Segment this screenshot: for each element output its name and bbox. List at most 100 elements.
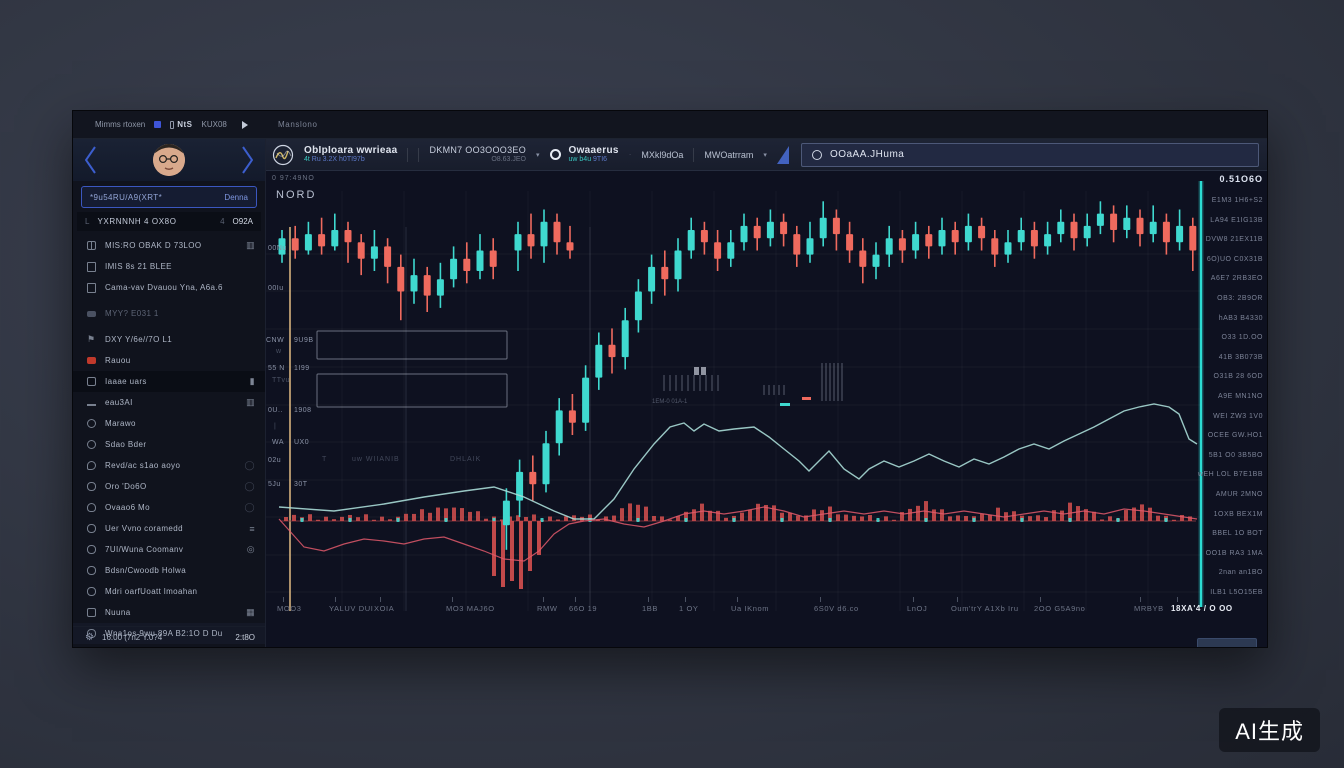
sidebar-item[interactable]: MIS:RO OBAK D 73LOO ▥ xyxy=(73,235,265,256)
asset-row[interactable]: L YXRNNNH 4 OX8O 4 O92A xyxy=(77,212,261,231)
sidebar-item[interactable]: Bdsn/Cwoodb Holwa xyxy=(73,560,265,581)
chevron-down-icon[interactable]: ▾ xyxy=(763,151,767,159)
chart-faint-legend: uw WIIANIB xyxy=(352,456,400,463)
search-input[interactable]: *9u54RU/A9(XRT* xyxy=(90,192,163,202)
x-axis-label: XOIA xyxy=(374,604,395,613)
chart-area[interactable]: 1EM-0 01A-1 0 97:49NO NORD 0.51O6O E1M3 … xyxy=(266,171,1267,647)
sidebar-search[interactable]: *9u54RU/A9(XRT* Denna xyxy=(81,186,257,208)
left-axis-label: 00Nu xyxy=(268,245,287,252)
app-name: Mimms rtoxen xyxy=(95,120,146,129)
price-axis-row: OCEE GW.HO1 xyxy=(1207,432,1263,440)
window-header: Mimms rtoxen NtS KUX08 Manslono xyxy=(73,111,1267,139)
sidebar-item[interactable]: MYY? E031 1 xyxy=(73,303,265,324)
sidebar-item[interactable]: eau3AI ▥ xyxy=(73,392,265,413)
menu-item-markets[interactable]: MXkl9dOa xyxy=(641,149,684,160)
user-profile-row[interactable] xyxy=(73,139,265,181)
avatar[interactable] xyxy=(153,144,185,176)
nts-indicator: NtS xyxy=(170,120,192,129)
overview-title: Owaaerus xyxy=(568,144,619,156)
sidebar-item-label: eau3AI xyxy=(105,398,133,407)
price-chart[interactable]: 1EM-0 01A-1 xyxy=(266,171,1206,623)
sidebar-item[interactable]: Ovaao6 Mo ◯ xyxy=(73,497,265,518)
sidebar-menu: MIS:RO OBAK D 73LOO ▥ IMIS 8s 21 BLEE Cama-… xyxy=(73,231,265,644)
x-axis-tick xyxy=(957,597,958,602)
left-axis-label: UX0 xyxy=(294,439,310,446)
sidebar-item-label: Rauou xyxy=(105,356,131,365)
sidebar-item-label: Wna1os 9wu 89A B2:1O D Du xyxy=(105,629,223,638)
candles-layer xyxy=(278,201,1197,550)
sidebar-item[interactable]: Cama-vav Dvauou Yna, A6a.6 xyxy=(73,277,265,298)
price-axis[interactable]: 0.51O6O E1M3 1H6+S2 LA94 E1IG13B DVW8 21EX… xyxy=(1198,171,1267,647)
search-action-button[interactable]: Denna xyxy=(224,192,248,202)
window-header-left: Mimms rtoxen NtS KUX08 xyxy=(73,120,266,129)
macd-histogram-layer xyxy=(280,501,1196,589)
menu-item-watchlist[interactable]: MWOatrram xyxy=(704,149,754,160)
sidebar: *9u54RU/A9(XRT* Denna L YXRNNNH 4 OX8O 4… xyxy=(73,139,266,647)
price-axis-row: 41B 3B073B xyxy=(1218,353,1263,361)
person-icon xyxy=(87,503,96,512)
x-axis-label: MO3 MAJ6O xyxy=(446,604,495,613)
teal-indicator-line xyxy=(278,403,1198,520)
left-axis-label: 30T xyxy=(294,481,308,488)
sidebar-item[interactable]: 7UI/Wuna Coomanv ◎ xyxy=(73,539,265,560)
kux-label: KUX08 xyxy=(201,120,227,129)
flag-icon[interactable] xyxy=(241,120,248,129)
chart-symbol-title: NORD xyxy=(276,189,317,201)
x-axis-label: Ua IKnom xyxy=(731,604,770,613)
sidebar-item[interactable]: Rauou xyxy=(73,350,265,371)
price-axis-row: ILB1 L5O15EB xyxy=(1210,589,1263,596)
x-axis-label: 18XA'4 / O OO xyxy=(1171,604,1233,613)
account-title: DKMN7 OO3OOO3EO xyxy=(429,145,526,156)
overview-segment[interactable]: Owaaerus uw b4u 9TI6 xyxy=(549,144,619,165)
sidebar-item[interactable]: Revd/ac s1ao aoyo ◯ xyxy=(73,455,265,476)
toolbar-divider xyxy=(407,147,409,162)
sidebar-item[interactable]: Sdao Bder xyxy=(73,434,265,455)
left-axis-label: 0U.. xyxy=(268,407,283,414)
sidebar-footer[interactable]: 16:00 (7n2 Y.0?4 2:t8O xyxy=(73,626,265,647)
left-axis-label: TTvu xyxy=(272,377,290,384)
doc-icon xyxy=(87,282,96,293)
x-axis-tick xyxy=(1177,597,1178,602)
price-axis-row: 6O)UO C0X31B xyxy=(1206,255,1263,263)
app-badge-icon xyxy=(154,121,162,128)
instrument-segment[interactable]: ObIpIoara wwrieaa 4t Ru 3.2X h0TI97b xyxy=(304,145,397,165)
x-axis-label: MOO3 xyxy=(277,604,302,613)
sidebar-item[interactable]: Uer Vvno coramedd ≡ xyxy=(73,518,265,539)
x-axis-tick xyxy=(648,597,649,602)
main-panel: ObIpIoara wwrieaa 4t Ru 3.2X h0TI97b DKM… xyxy=(266,139,1267,647)
circle-o-icon: ◎ xyxy=(246,544,255,554)
symbol-search-field[interactable]: OOaAA.JHuma xyxy=(800,142,1259,167)
sidebar-item[interactable]: Iaaae uars ▮ xyxy=(73,371,265,392)
x-axis-tick xyxy=(737,597,738,602)
mini-panel-button[interactable] xyxy=(1197,638,1257,647)
x-axis-tick xyxy=(685,597,686,602)
account-segment[interactable]: DKMN7 OO3OOO3EO O8.63.JEO xyxy=(429,145,526,163)
dash-icon xyxy=(87,403,96,406)
watermark: AI生成 xyxy=(1219,708,1320,752)
chevron-down-icon[interactable]: ▾ xyxy=(536,151,540,159)
x-axis-label: Oum'trY A1Xb Iru xyxy=(951,604,1019,613)
sidebar-item-label: Revd/ac s1ao aoyo xyxy=(105,461,181,470)
symbol-search-value[interactable]: OOaAA.JHuma xyxy=(829,149,905,160)
overview-subtitle: uw b4u 9TI6 xyxy=(568,156,608,164)
sidebar-item[interactable]: DXY Y/6e//7O L1 xyxy=(73,329,265,350)
price-axis-row: hAB3 B4330 xyxy=(1218,314,1263,322)
x-axis-tick xyxy=(452,597,453,602)
pin-icon: ▮ xyxy=(249,376,255,386)
oval-icon xyxy=(87,566,96,575)
footer-value: 2:t8O xyxy=(235,632,255,642)
dim-icon: ◯ xyxy=(244,481,255,491)
x-axis-label: 66O 19 xyxy=(569,604,598,613)
sidebar-item[interactable]: IMIS 8s 21 BLEE xyxy=(73,256,265,277)
oval-icon xyxy=(87,587,96,596)
sidebar-item[interactable]: Mdri oarfUoatt lmoahan xyxy=(73,581,265,602)
flag-icon xyxy=(87,335,96,344)
sidebar-item[interactable]: Oro 'Do6O ◯ xyxy=(73,476,265,497)
left-axis-label: 5Ju xyxy=(268,481,281,488)
price-axis-row: E1M3 1H6+S2 xyxy=(1211,197,1263,204)
x-axis-tick xyxy=(913,597,914,602)
sidebar-item[interactable]: Marawo xyxy=(73,413,265,434)
x-axis-tick xyxy=(380,597,381,602)
sidebar-item[interactable]: Nuuna ▦ xyxy=(73,602,265,623)
search-ring-icon xyxy=(811,149,822,160)
